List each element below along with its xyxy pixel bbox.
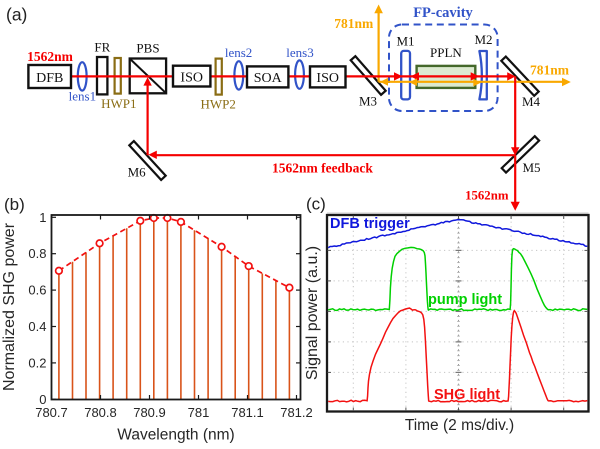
svg-text:781.1: 781.1 [231,405,264,420]
svg-text:SOA: SOA [254,71,283,86]
svg-text:HWP1: HWP1 [101,96,136,111]
svg-text:M6: M6 [128,165,147,180]
svg-text:FR: FR [94,39,110,54]
svg-text:0.6: 0.6 [28,283,46,298]
svg-text:lens3: lens3 [286,45,313,60]
svg-text:lens1: lens1 [69,88,96,103]
svg-text:0.4: 0.4 [28,319,46,334]
svg-text:0.2: 0.2 [28,355,46,370]
svg-text:0.8: 0.8 [28,246,46,261]
svg-text:M4: M4 [522,94,541,109]
svg-text:M5: M5 [522,160,540,175]
svg-text:(b): (b) [4,195,25,214]
svg-text:PPLN: PPLN [430,45,462,60]
svg-text:Signal power (a.u.): Signal power (a.u.) [304,246,321,380]
svg-text:DFB: DFB [36,71,63,86]
svg-text:M3: M3 [359,93,377,108]
svg-text:0: 0 [39,392,46,407]
svg-text:pump light: pump light [428,292,502,308]
svg-text:780.7: 780.7 [35,405,68,420]
svg-text:Normalized SHG power: Normalized SHG power [1,222,18,391]
svg-text:781nm: 781nm [530,63,570,78]
svg-text:780.8: 780.8 [84,405,117,420]
svg-text:1: 1 [39,210,46,225]
svg-text:HWP2: HWP2 [201,96,236,111]
svg-text:780.9: 780.9 [133,405,166,420]
svg-text:(a): (a) [6,5,27,25]
svg-text:PBS: PBS [136,40,159,55]
svg-text:1562nm: 1562nm [465,189,509,203]
svg-text:lens2: lens2 [225,45,252,60]
svg-text:M2: M2 [474,32,492,47]
svg-text:781: 781 [188,405,210,420]
svg-text:1562nm feedback: 1562nm feedback [272,160,373,175]
svg-text:DFB trigger: DFB trigger [330,216,410,232]
svg-text:FP-cavity: FP-cavity [413,5,473,21]
svg-text:Wavelength (nm): Wavelength (nm) [117,427,234,444]
svg-text:ISO: ISO [316,71,339,86]
svg-text:(c): (c) [306,195,326,214]
svg-text:781.2: 781.2 [280,405,313,420]
svg-text:Time (2 ms/div.): Time (2 ms/div.) [405,417,514,434]
svg-text:ISO: ISO [180,70,203,85]
svg-text:1562nm: 1562nm [27,49,74,64]
svg-text:SHG light: SHG light [434,387,500,403]
svg-text:781nm: 781nm [334,16,374,31]
svg-text:M1: M1 [396,34,414,49]
